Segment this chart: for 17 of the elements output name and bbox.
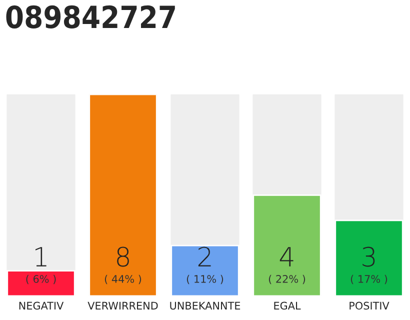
bar	[6, 270, 76, 296]
annotation: ( 11% )	[186, 274, 224, 284]
data-label: 8	[117, 246, 129, 267]
data-label: 2	[198, 246, 211, 266]
chart-title: 089842727	[6, 5, 175, 28]
x-tick-label: UNBEKANNTE	[170, 302, 240, 310]
data-label: 4	[280, 247, 294, 266]
annotation: ( 17% )	[350, 274, 388, 284]
annotation: ( 44% )	[104, 274, 142, 284]
x-tick-label: NEGATIV	[19, 302, 64, 310]
annotation: ( 6% )	[26, 274, 56, 284]
x-tick-label: EGAL	[274, 302, 301, 310]
x-tick-label: VERWIRREND	[88, 302, 158, 310]
data-label: 1	[36, 247, 46, 266]
x-tick-label: POSITIV	[350, 302, 390, 310]
annotation: ( 22% )	[268, 274, 306, 284]
data-label: 3	[362, 246, 375, 267]
